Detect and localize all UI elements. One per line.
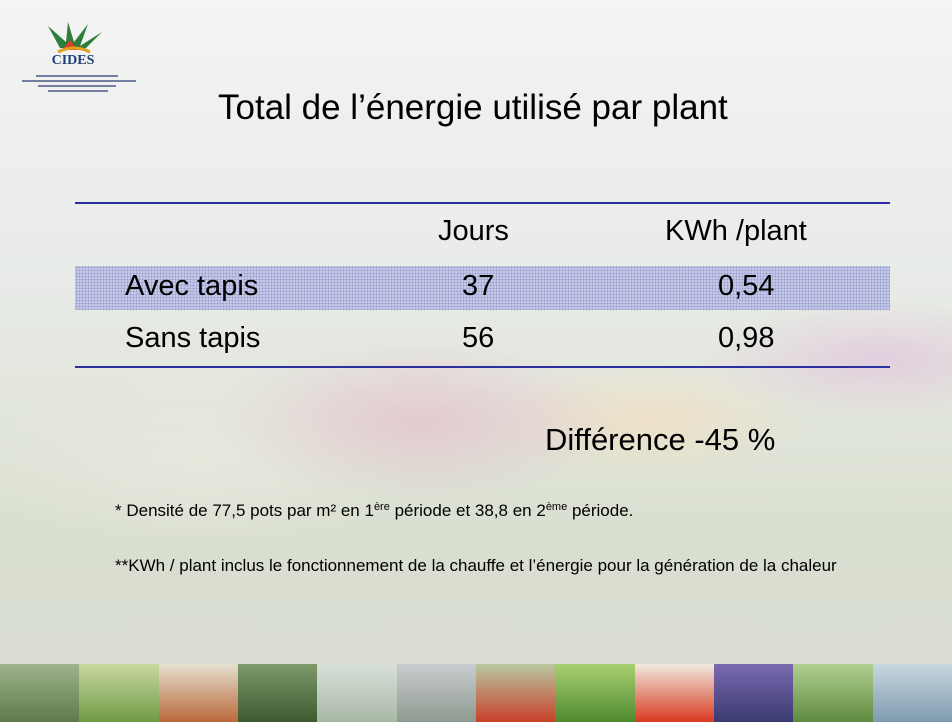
header-cell: Jours [438,215,509,247]
table-cell: 56 [462,322,495,354]
row-label: Sans tapis [125,322,261,354]
logo: CIDES [22,22,136,92]
note-text: * Densité de 77,5 pots par m² en 1 [115,501,374,520]
table-cell: 0,98 [718,322,775,354]
logo-name: CIDES [52,53,95,68]
footnote: * Densité de 77,5 pots par m² en 1ère pé… [115,498,855,523]
logo-lines [22,75,136,92]
superscript: ère [373,501,390,513]
header-cell: KWh /plant [665,215,807,247]
superscript: ème [545,501,568,513]
table-cell: 37 [462,270,495,302]
table-rule [75,366,890,368]
photo-strip [0,664,952,722]
row-label: Avec tapis [125,270,259,302]
row-highlight [75,266,890,310]
note-text: période. [567,501,634,520]
title: Total de l’énergie utilisé par plant [218,88,728,127]
note-text: période et 38,8 en 2 [389,501,546,520]
table-cell: 0,54 [718,270,775,302]
logo-icon [48,22,102,54]
note-text: **KWh / plant inclus le fonctionnement d… [115,556,837,575]
difference: Différence -45 % [545,422,776,457]
table-rule [75,202,890,204]
footnote: **KWh / plant inclus le fonctionnement d… [115,553,855,578]
